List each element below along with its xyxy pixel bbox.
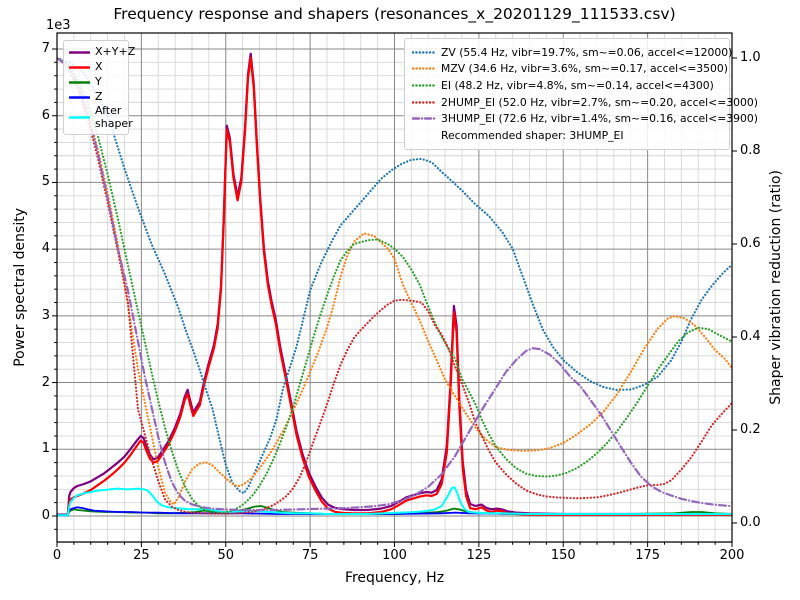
y-right-tick-label: 0.6 — [740, 236, 761, 251]
series-shaper-2hump-ei — [57, 56, 732, 515]
legend-line-sample — [69, 51, 90, 54]
series-psd-x — [57, 56, 732, 517]
series-shaper-3hump-ei — [57, 56, 732, 512]
legend-label: MZV (34.6 Hz, vibr=3.6%, sm~=0.17, accel… — [441, 62, 728, 76]
legend-line-sample — [69, 96, 90, 99]
x-tick-label: 125 — [466, 548, 492, 563]
x-tick-label: 0 — [52, 548, 62, 563]
x-tick-label: 25 — [133, 548, 150, 563]
legend-item-shaper-mzv: MZV (34.6 Hz, vibr=3.6%, sm~=0.17, accel… — [412, 61, 728, 78]
legend-label: Y — [95, 75, 102, 89]
y-right-tick-label: 0.8 — [740, 143, 761, 158]
x-tick-label: 175 — [635, 548, 661, 563]
y-left-tick-label: 3 — [41, 307, 50, 323]
y-right-tick-label: 0.2 — [740, 421, 761, 437]
y-axis-label-right: Shaper vibration reduction (ratio) — [768, 170, 784, 405]
legend-line-sample — [412, 100, 436, 104]
legend-line-sample — [69, 116, 90, 119]
legend-line-sample — [412, 84, 436, 87]
recommended-shaper-text: Recommended shaper: 3HUMP_EI — [441, 128, 624, 142]
legend-line-sample — [69, 81, 90, 84]
y-axis-offset-text: 1e3 — [46, 18, 71, 33]
legend-item-psd-after-shaper: After shaper — [69, 104, 133, 130]
series-shaper-zv — [57, 56, 732, 495]
y-right-tick-label: 0.4 — [740, 328, 761, 344]
y-right-tick-label: 1.0 — [740, 50, 761, 65]
legend-shapers: ZV (55.4 Hz, vibr=19.7%, sm~=0.06, accel… — [404, 38, 758, 150]
x-tick-label: 50 — [217, 548, 235, 563]
legend-item-shaper-3hump-ei: 3HUMP_EI (72.6 Hz, vibr=1.4%, sm~=0.16, … — [412, 110, 758, 127]
x-tick-label: 150 — [550, 548, 576, 563]
legend-label: EI (48.2 Hz, vibr=4.8%, sm~=0.14, accel<… — [441, 78, 714, 92]
legend-label: 3HUMP_EI (72.6 Hz, vibr=1.4%, sm~=0.16, … — [441, 112, 758, 126]
y-left-tick-label: 5 — [41, 174, 50, 190]
legend-label: X+Y+Z — [95, 45, 136, 59]
series-psd-z — [57, 506, 732, 517]
series-psd-after-shaper — [57, 486, 732, 517]
legend-note: Recommended shaper: 3HUMP_EI — [412, 127, 722, 144]
y-left-tick-label: 2 — [41, 374, 50, 390]
legend-label: 2HUMP_EI (52.0 Hz, vibr=2.7%, sm~=0.20, … — [441, 95, 758, 109]
x-tick-label: 75 — [301, 548, 319, 563]
legend-line-sample — [412, 117, 436, 120]
x-tick-label: 100 — [382, 548, 407, 563]
legend-item-psd-y: Y — [69, 75, 123, 90]
legend-label: X — [95, 60, 103, 74]
legend-item-psd-xyz: X+Y+Z — [69, 45, 135, 60]
series-shaper-mzv — [57, 56, 732, 506]
x-tick-label: 200 — [719, 548, 745, 563]
legend-item-shaper-zv: ZV (55.4 Hz, vibr=19.7%, sm~=0.06, accel… — [412, 44, 732, 61]
legend-item-psd-x: X — [69, 60, 123, 75]
y-left-tick-label: 4 — [41, 241, 50, 257]
y-left-tick-label: 6 — [41, 107, 50, 123]
legend-item-shaper-ei: EI (48.2 Hz, vibr=4.8%, sm~=0.14, accel<… — [412, 77, 722, 94]
x-axis-label: Frequency, Hz — [344, 570, 445, 586]
y-right-tick-label: 0.0 — [740, 514, 761, 530]
y-left-tick-label: 1 — [41, 441, 50, 457]
y-left-tick-label: 0 — [41, 507, 50, 523]
legend-label: ZV (55.4 Hz, vibr=19.7%, sm~=0.06, accel… — [441, 45, 733, 59]
legend-line-sample — [69, 66, 90, 69]
legend-item-shaper-2hump-ei: 2HUMP_EI (52.0 Hz, vibr=2.7%, sm~=0.20, … — [412, 94, 758, 111]
legend-line-sample — [412, 51, 436, 54]
series-shaper-ei — [57, 56, 732, 514]
y-left-tick-label: 7 — [41, 41, 50, 56]
legend-psd: X+Y+Z X Y Z After shaper — [63, 40, 135, 136]
legend-label: Z — [95, 90, 103, 104]
chart-title: Frequency response and shapers (resonanc… — [113, 5, 676, 23]
legend-item-psd-z: Z — [69, 90, 123, 105]
legend-line-sample — [412, 67, 436, 71]
legend-label: After shaper — [95, 104, 133, 130]
